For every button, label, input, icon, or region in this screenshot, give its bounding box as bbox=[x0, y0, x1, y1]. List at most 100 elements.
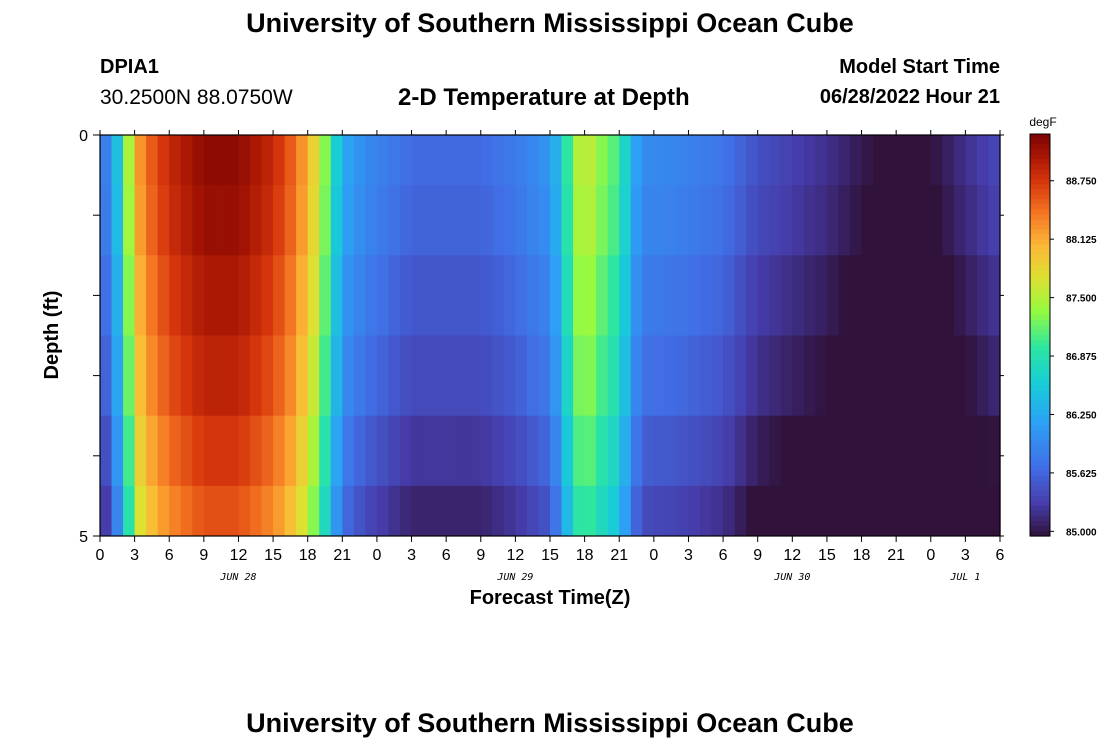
heatmap-cell bbox=[157, 255, 170, 336]
heatmap-cell bbox=[353, 415, 366, 487]
heatmap-cell bbox=[746, 135, 759, 186]
heatmap-cell bbox=[619, 485, 632, 537]
heatmap-cell bbox=[676, 485, 690, 537]
heatmap-cell bbox=[469, 185, 482, 256]
heatmap-cell bbox=[457, 185, 470, 256]
heatmap-cell bbox=[423, 335, 436, 417]
x-tick-label: 21 bbox=[333, 547, 351, 564]
colorbar-swatch bbox=[1030, 284, 1050, 291]
heatmap-cell bbox=[319, 135, 332, 186]
heatmap-cell bbox=[411, 335, 424, 417]
heatmap-cell bbox=[953, 415, 966, 487]
heatmap-cell bbox=[965, 255, 978, 336]
heatmap-cell bbox=[215, 485, 228, 537]
colorbar-swatch bbox=[1030, 154, 1050, 160]
colorbar-swatch bbox=[1030, 209, 1050, 216]
heatmap-cell bbox=[134, 335, 147, 417]
heatmap-cell bbox=[342, 485, 355, 537]
heatmap-cell bbox=[411, 415, 424, 487]
colorbar-swatch bbox=[1030, 400, 1050, 406]
heatmap-cell bbox=[307, 485, 320, 537]
heatmap-cell bbox=[169, 185, 182, 256]
heatmap-cell bbox=[342, 185, 355, 256]
colorbar-swatch bbox=[1030, 430, 1050, 437]
heatmap-cell bbox=[676, 255, 690, 336]
heatmap-cell bbox=[803, 485, 816, 537]
heatmap-cell bbox=[746, 485, 759, 537]
heatmap-cell bbox=[400, 255, 413, 336]
heatmap-cell bbox=[873, 185, 886, 256]
heatmap-cell bbox=[757, 135, 770, 186]
heatmap-cell bbox=[619, 415, 632, 487]
heatmap-cell bbox=[665, 415, 678, 487]
heatmap-cell bbox=[238, 185, 251, 256]
page-title: University of Southern Mississippi Ocean… bbox=[246, 8, 854, 38]
heatmap-cell bbox=[815, 485, 828, 537]
heatmap-cell bbox=[942, 485, 955, 537]
heatmap-cell bbox=[873, 255, 886, 336]
heatmap-cell bbox=[896, 135, 909, 186]
heatmap-cell bbox=[330, 185, 343, 256]
heatmap-cell bbox=[480, 415, 493, 487]
heatmap-cell bbox=[353, 135, 366, 186]
heatmap-cell bbox=[492, 185, 505, 256]
colorbar-swatch bbox=[1030, 179, 1050, 185]
colorbar-swatch bbox=[1030, 455, 1050, 462]
heatmap-cell bbox=[250, 255, 263, 336]
model-start-label: Model Start Time bbox=[839, 56, 1000, 78]
heatmap-cell bbox=[238, 335, 251, 417]
heatmap-cell bbox=[526, 335, 540, 417]
heatmap-cell bbox=[492, 255, 505, 336]
heatmap-cell bbox=[873, 335, 886, 417]
heatmap-cell bbox=[792, 255, 805, 336]
station-id: DPIA1 bbox=[100, 56, 159, 78]
heatmap-cell bbox=[919, 335, 932, 417]
heatmap-cell bbox=[388, 255, 401, 336]
heatmap-cell bbox=[573, 135, 586, 186]
heatmap-cell bbox=[123, 185, 136, 256]
station-coordinates: 30.2500N 88.0750W bbox=[100, 86, 293, 109]
heatmap-cell bbox=[273, 185, 286, 256]
heatmap-cell bbox=[607, 485, 620, 537]
x-day-label: JUN 28 bbox=[219, 572, 256, 583]
heatmap-cell bbox=[307, 135, 320, 186]
heatmap-cell bbox=[388, 135, 401, 186]
x-axis-ticks: 0 3 6 9 12 15 18 21 0 3 6 9 12 15 18 21 0 3 6 9 12 15 18 21 0 3 6 J… bbox=[96, 130, 1005, 583]
heatmap-cell bbox=[884, 415, 897, 487]
heatmap-cell bbox=[215, 415, 228, 487]
heatmap-cell bbox=[284, 135, 297, 186]
heatmap-cell bbox=[734, 415, 747, 487]
colorbar-tick-label: 85.000 bbox=[1066, 527, 1097, 538]
colorbar-swatch bbox=[1030, 415, 1050, 422]
colorbar-swatch bbox=[1030, 380, 1050, 386]
heatmap-cell bbox=[688, 135, 701, 186]
heatmap-cell bbox=[780, 185, 793, 256]
heatmap-cell bbox=[803, 415, 816, 487]
heatmap-cell bbox=[526, 135, 540, 186]
colorbar-swatch bbox=[1030, 319, 1050, 326]
heatmap-cell bbox=[169, 135, 182, 186]
heatmap-cell bbox=[180, 485, 193, 537]
heatmap-cell bbox=[353, 185, 366, 256]
heatmap-cell bbox=[792, 485, 805, 537]
heatmap-cell bbox=[319, 485, 332, 537]
heatmap-cell bbox=[792, 135, 805, 186]
heatmap-cell bbox=[723, 335, 736, 417]
heatmap-cell bbox=[284, 485, 297, 537]
heatmap-cell bbox=[434, 185, 447, 256]
colorbar-swatch bbox=[1030, 470, 1050, 477]
heatmap-cell bbox=[850, 415, 863, 487]
heatmap-cell bbox=[134, 485, 147, 537]
heatmap-cell bbox=[365, 185, 378, 256]
heatmap-cell bbox=[480, 485, 493, 537]
heatmap-cell bbox=[803, 135, 816, 186]
heatmap-cell bbox=[192, 135, 205, 186]
heatmap-cell bbox=[192, 485, 205, 537]
heatmap-cell bbox=[388, 485, 401, 537]
heatmap-cell bbox=[423, 185, 436, 256]
heatmap-cell bbox=[134, 185, 147, 256]
heatmap-cell bbox=[642, 135, 655, 186]
heatmap-cell bbox=[792, 415, 805, 487]
heatmap-cell bbox=[746, 415, 759, 487]
heatmap-cell bbox=[376, 335, 390, 417]
